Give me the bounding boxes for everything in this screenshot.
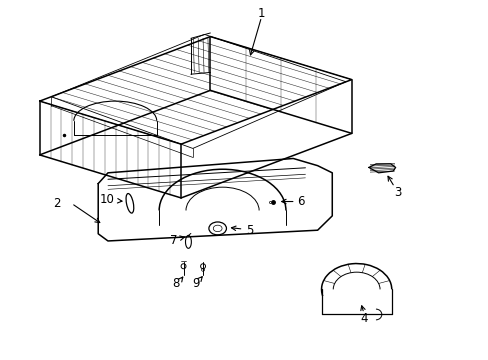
Text: 9: 9: [192, 278, 199, 291]
Text: 4: 4: [360, 311, 367, 325]
Text: 1: 1: [257, 7, 265, 20]
Text: 3: 3: [394, 186, 401, 199]
Text: 10: 10: [100, 193, 114, 206]
Text: 6: 6: [296, 195, 304, 208]
Text: 2: 2: [53, 197, 61, 210]
Text: 7: 7: [170, 234, 177, 247]
Text: 8: 8: [172, 278, 180, 291]
Text: 5: 5: [245, 224, 253, 237]
